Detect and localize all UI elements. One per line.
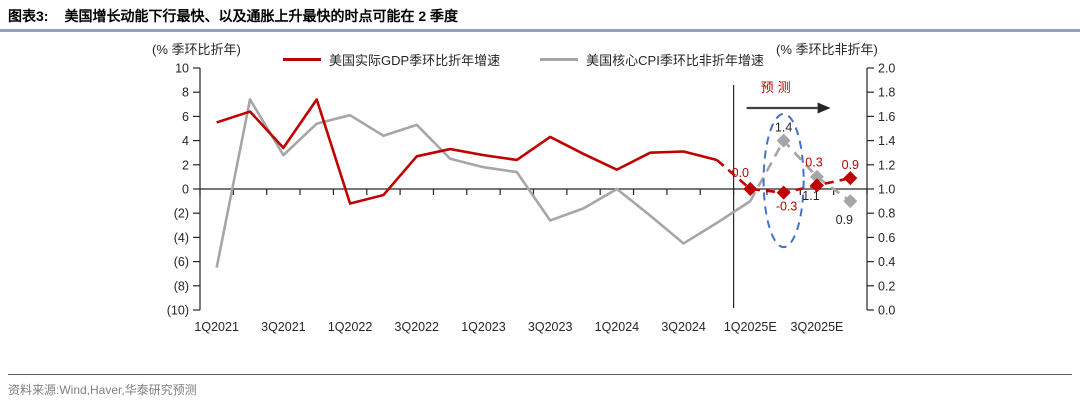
svg-text:2.0: 2.0 [878, 62, 895, 76]
svg-text:4: 4 [182, 134, 189, 148]
svg-text:1.4: 1.4 [878, 134, 895, 148]
svg-text:1Q2021: 1Q2021 [194, 320, 239, 334]
svg-text:0.4: 0.4 [878, 255, 895, 269]
svg-text:1Q2024: 1Q2024 [595, 320, 640, 334]
svg-text:预测: 预测 [761, 80, 795, 95]
svg-text:0.0: 0.0 [878, 304, 895, 318]
source-note: 资料来源:Wind,Haver,华泰研究预测 [8, 383, 197, 397]
svg-text:8: 8 [182, 86, 189, 100]
svg-text:0.8: 0.8 [878, 207, 895, 221]
legend-item-gdp: 美国实际GDP季环比折年增速 [283, 50, 500, 69]
svg-text:1.1: 1.1 [802, 189, 819, 203]
figure-number: 图表3: [8, 8, 49, 24]
svg-text:0.6: 0.6 [878, 231, 895, 245]
svg-text:0.3: 0.3 [805, 155, 822, 169]
svg-text:(6): (6) [174, 255, 189, 269]
svg-text:3Q2025E: 3Q2025E [791, 320, 844, 334]
svg-text:(8): (8) [174, 279, 189, 293]
svg-text:1Q2023: 1Q2023 [461, 320, 506, 334]
chart-legend: 美国实际GDP季环比折年增速 美国核心CPI季环比非折年增速 [283, 50, 764, 69]
svg-text:1Q2025E: 1Q2025E [724, 320, 777, 334]
cpi-line-swatch [540, 58, 579, 61]
svg-text:0.9: 0.9 [842, 158, 859, 172]
svg-text:0: 0 [182, 183, 189, 197]
svg-text:0.0: 0.0 [732, 166, 749, 180]
svg-text:0.2: 0.2 [878, 279, 895, 293]
line-chart: 10 8 6 4 2 0 (2) (4) (6) (8) (10) 2.0 1.8 1.6 1.4 1.2 1.… [167, 62, 896, 335]
svg-text:3Q2022: 3Q2022 [395, 320, 440, 334]
figure-caption: 美国增长动能下行最快、以及通胀上升最快的时点可能在 2 季度 [64, 8, 459, 24]
svg-text:3Q2021: 3Q2021 [261, 320, 306, 334]
left-axis-unit: (% 季环比折年) [152, 42, 241, 57]
svg-text:1.2: 1.2 [878, 158, 895, 172]
svg-text:3Q2024: 3Q2024 [661, 320, 706, 334]
title-divider [0, 29, 1080, 32]
svg-text:1.8: 1.8 [878, 86, 895, 100]
svg-text:(2): (2) [174, 207, 189, 221]
svg-text:-0.3: -0.3 [776, 200, 798, 214]
svg-text:(4): (4) [174, 231, 189, 245]
right-axis-unit: (% 季环比非折年) [776, 42, 878, 57]
svg-text:2: 2 [182, 158, 189, 172]
svg-text:1.4: 1.4 [775, 121, 792, 135]
svg-text:0.9: 0.9 [836, 213, 853, 227]
legend-item-cpi: 美国核心CPI季环比非折年增速 [540, 50, 764, 69]
svg-text:10: 10 [175, 62, 189, 76]
legend-label-cpi: 美国核心CPI季环比非折年增速 [586, 53, 764, 68]
legend-label-gdp: 美国实际GDP季环比折年增速 [329, 53, 501, 68]
svg-text:6: 6 [182, 110, 189, 124]
svg-text:1Q2022: 1Q2022 [328, 320, 373, 334]
svg-text:3Q2023: 3Q2023 [528, 320, 573, 334]
figure-title: 图表3: 美国增长动能下行最快、以及通胀上升最快的时点可能在 2 季度 [8, 6, 458, 26]
gdp-line-swatch [283, 58, 321, 61]
svg-text:(10): (10) [167, 304, 189, 318]
svg-text:1.6: 1.6 [878, 110, 895, 124]
footer-divider [8, 374, 1072, 375]
svg-text:1.0: 1.0 [878, 183, 895, 197]
